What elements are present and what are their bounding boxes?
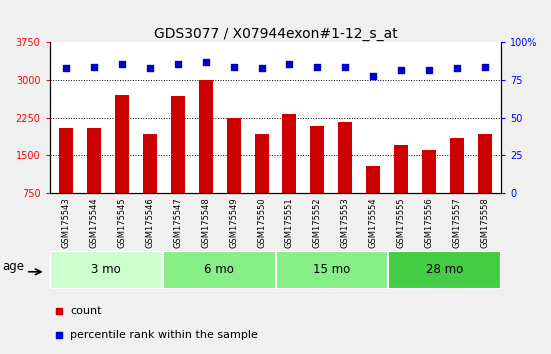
Bar (50, 251, 163, 289)
Text: 28 mo: 28 mo (426, 263, 463, 276)
Text: GSM175557: GSM175557 (452, 198, 461, 249)
Bar (115, 95, 129, 230)
Bar (276, 251, 388, 289)
Bar (143, 134, 157, 230)
Bar (422, 150, 436, 230)
Text: GSM175546: GSM175546 (145, 198, 154, 249)
Point (341, 64, 350, 69)
Bar (394, 145, 408, 230)
Text: GSM175556: GSM175556 (424, 198, 434, 249)
Point (145, 65, 154, 71)
Point (452, 65, 461, 71)
Bar (163, 251, 276, 289)
Bar (226, 118, 241, 230)
Title: GDS3077 / X07944exon#1-12_s_at: GDS3077 / X07944exon#1-12_s_at (154, 28, 397, 41)
Text: GSM175547: GSM175547 (174, 198, 182, 249)
Text: GSM175545: GSM175545 (117, 198, 127, 248)
Text: GSM175552: GSM175552 (313, 198, 322, 248)
Text: GSM175544: GSM175544 (90, 198, 99, 248)
Text: GSM175549: GSM175549 (229, 198, 238, 248)
Point (54, 332, 63, 338)
Bar (87, 128, 101, 230)
Point (285, 61, 294, 67)
Bar (255, 134, 268, 230)
Text: GSM175558: GSM175558 (480, 198, 489, 249)
Text: GSM175551: GSM175551 (285, 198, 294, 248)
Bar (366, 166, 380, 230)
Point (54, 308, 63, 314)
Text: GSM175555: GSM175555 (397, 198, 406, 248)
Bar (388, 251, 501, 289)
Bar (283, 114, 296, 230)
Text: GSM175554: GSM175554 (369, 198, 377, 248)
Point (313, 64, 322, 69)
Point (174, 61, 182, 67)
Point (480, 64, 489, 69)
Text: GSM175550: GSM175550 (257, 198, 266, 248)
Point (201, 59, 210, 65)
Bar (310, 126, 325, 230)
Bar (171, 96, 185, 230)
Text: 6 mo: 6 mo (204, 263, 234, 276)
Bar (450, 138, 464, 230)
Text: GSM175548: GSM175548 (201, 198, 210, 249)
Bar (60, 128, 73, 230)
Bar (338, 122, 352, 230)
Point (397, 67, 406, 73)
Text: count: count (70, 306, 101, 316)
Text: percentile rank within the sample: percentile rank within the sample (70, 330, 258, 340)
Point (424, 67, 433, 73)
Point (369, 73, 377, 79)
Point (62, 65, 71, 71)
Bar (199, 80, 213, 230)
Text: 3 mo: 3 mo (91, 263, 121, 276)
Point (118, 61, 127, 67)
Text: 15 mo: 15 mo (314, 263, 350, 276)
Point (257, 65, 266, 71)
Bar (478, 134, 491, 230)
Point (229, 64, 238, 69)
Text: GSM175553: GSM175553 (341, 198, 350, 249)
Point (90, 64, 99, 69)
Text: age: age (2, 260, 24, 273)
Text: GSM175543: GSM175543 (62, 198, 71, 249)
